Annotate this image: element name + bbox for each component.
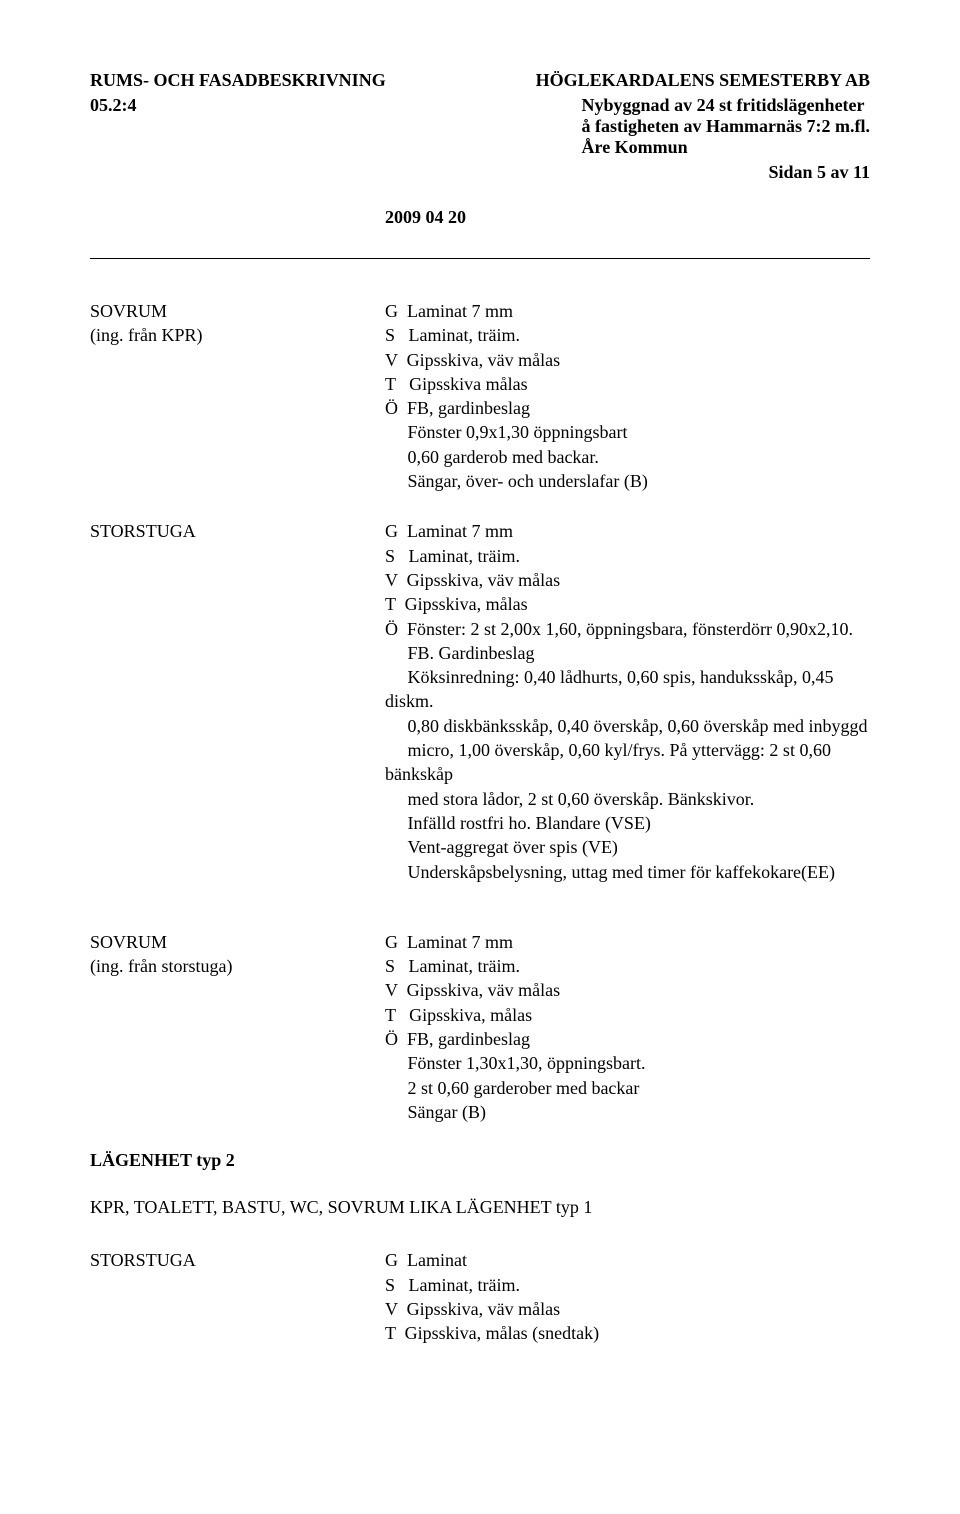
body-line: T Gipsskiva målas xyxy=(385,372,870,396)
header-sidan: Sidan 5 av 11 xyxy=(582,162,870,183)
body-line: S Laminat, träim. xyxy=(385,544,870,568)
header-right-3: å fastigheten av Hammarnäs 7:2 m.fl. xyxy=(582,116,870,137)
spacer xyxy=(90,910,870,930)
label-line: (ing. från storstuga) xyxy=(90,954,385,978)
body-line: G Laminat 7 mm xyxy=(385,519,870,543)
label-line: SOVRUM xyxy=(90,930,385,954)
header-row-2: 05.2:4 Nybyggnad av 24 st fritidslägenhe… xyxy=(90,95,870,183)
header-date: 2009 04 20 xyxy=(385,207,870,228)
body-line: Infälld rostfri ho. Blandare (VSE) xyxy=(385,811,870,835)
body-line: G Laminat 7 mm xyxy=(385,299,870,323)
body-line: Underskåpsbelysning, uttag med timer för… xyxy=(385,860,870,884)
body-line: FB. Gardinbeslag xyxy=(385,641,870,665)
header-right-block: Nybyggnad av 24 st fritidslägenheter å f… xyxy=(582,95,870,183)
body-line: T Gipsskiva, målas xyxy=(385,592,870,616)
body-line: S Laminat, träim. xyxy=(385,954,870,978)
header-row-1: RUMS- OCH FASADBESKRIVNING HÖGLEKARDALEN… xyxy=(90,70,870,91)
separator-line xyxy=(90,258,870,259)
section-label: STORSTUGA xyxy=(90,519,385,883)
body-line: 2 st 0,60 garderober med backar xyxy=(385,1076,870,1100)
lagenhet-heading: LÄGENHET typ 2 xyxy=(90,1150,870,1171)
body-line: V Gipsskiva, väv målas xyxy=(385,1297,870,1321)
body-line: Ö Fönster: 2 st 2,00x 1,60, öppningsbara… xyxy=(385,617,870,641)
body-line: Fönster 0,9x1,30 öppningsbart xyxy=(385,420,870,444)
body-line: S Laminat, träim. xyxy=(385,323,870,347)
section-storstuga-2: STORSTUGA G Laminat S Laminat, träim. V … xyxy=(90,1248,870,1345)
body-line: Ö FB, gardinbeslag xyxy=(385,1027,870,1051)
body-line: S Laminat, träim. xyxy=(385,1273,870,1297)
header-right-2: Nybyggnad av 24 st fritidslägenheter xyxy=(582,95,870,116)
label-line: (ing. från KPR) xyxy=(90,323,385,347)
body-line: micro, 1,00 överskåp, 0,60 kyl/frys. På … xyxy=(385,738,870,787)
section-body: G Laminat 7 mm S Laminat, träim. V Gipss… xyxy=(385,930,870,1124)
label-line: STORSTUGA xyxy=(90,1248,385,1272)
body-line: V Gipsskiva, väv målas xyxy=(385,978,870,1002)
section-label: SOVRUM (ing. från storstuga) xyxy=(90,930,385,1124)
body-line: Vent-aggregat över spis (VE) xyxy=(385,835,870,859)
label-line: STORSTUGA xyxy=(90,519,385,543)
section-label: STORSTUGA xyxy=(90,1248,385,1345)
body-line: Sängar (B) xyxy=(385,1100,870,1124)
body-line: G Laminat 7 mm xyxy=(385,930,870,954)
section-body: G Laminat 7 mm S Laminat, träim. V Gipss… xyxy=(385,299,870,493)
body-line: Köksinredning: 0,40 lådhurts, 0,60 spis,… xyxy=(385,665,870,714)
body-line: V Gipsskiva, väv målas xyxy=(385,348,870,372)
body-line: med stora lådor, 2 st 0,60 överskåp. Bän… xyxy=(385,787,870,811)
section-label: SOVRUM (ing. från KPR) xyxy=(90,299,385,493)
section-body: G Laminat S Laminat, träim. V Gipsskiva,… xyxy=(385,1248,870,1345)
header-right-1: HÖGLEKARDALENS SEMESTERBY AB xyxy=(536,70,870,91)
body-line: 0,80 diskbänksskåp, 0,40 överskåp, 0,60 … xyxy=(385,714,870,738)
body-line: T Gipsskiva, målas xyxy=(385,1003,870,1027)
kpr-line: KPR, TOALETT, BASTU, WC, SOVRUM LIKA LÄG… xyxy=(90,1197,870,1218)
body-line: G Laminat xyxy=(385,1248,870,1272)
section-sovrum-storstuga: SOVRUM (ing. från storstuga) G Laminat 7… xyxy=(90,930,870,1124)
section-storstuga: STORSTUGA G Laminat 7 mm S Laminat, träi… xyxy=(90,519,870,883)
label-line: SOVRUM xyxy=(90,299,385,323)
section-body: G Laminat 7 mm S Laminat, träim. V Gipss… xyxy=(385,519,870,883)
section-sovrum-kpr: SOVRUM (ing. från KPR) G Laminat 7 mm S … xyxy=(90,299,870,493)
header-right-4: Åre Kommun xyxy=(582,137,870,158)
header-left-2: 05.2:4 xyxy=(90,95,137,183)
body-line: Ö FB, gardinbeslag xyxy=(385,396,870,420)
body-line: V Gipsskiva, väv målas xyxy=(385,568,870,592)
page: RUMS- OCH FASADBESKRIVNING HÖGLEKARDALEN… xyxy=(0,0,960,1514)
header-left-1: RUMS- OCH FASADBESKRIVNING xyxy=(90,70,386,91)
body-line: Sängar, över- och underslafar (B) xyxy=(385,469,870,493)
body-line: T Gipsskiva, målas (snedtak) xyxy=(385,1321,870,1345)
body-line: 0,60 garderob med backar. xyxy=(385,445,870,469)
body-line: Fönster 1,30x1,30, öppningsbart. xyxy=(385,1051,870,1075)
